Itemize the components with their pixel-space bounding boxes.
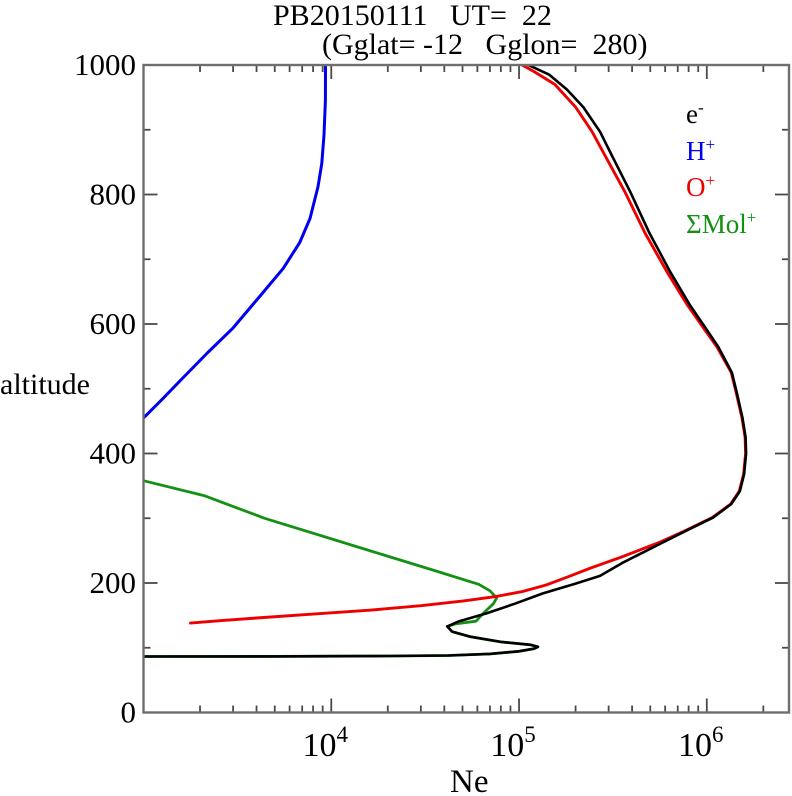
legend-item-molplus: ΣMol+ bbox=[686, 207, 757, 239]
y-tick-label: 1000 bbox=[74, 47, 136, 82]
x-tick-label: 105 bbox=[490, 722, 536, 764]
plot-title-line2: (Gglat= -12 Gglon= 280) bbox=[322, 28, 648, 61]
legend: e- H+ O+ ΣMol+ bbox=[686, 93, 756, 239]
y-axis-title: altitude bbox=[0, 368, 90, 401]
y-tick-label: 800 bbox=[90, 177, 137, 212]
plot-frame bbox=[142, 63, 791, 714]
plot-title-line1: PB20150111 UT= 22 bbox=[273, 0, 552, 32]
curve-ΣMol+ bbox=[142, 479, 540, 658]
y-tick-label: 600 bbox=[90, 306, 137, 341]
legend-item-electron: e- bbox=[686, 98, 704, 129]
curve-e- bbox=[142, 64, 748, 658]
curve-O+ bbox=[189, 64, 748, 625]
x-tick-label: 104 bbox=[303, 722, 349, 764]
curve-H+ bbox=[142, 64, 327, 420]
y-tick-label: 0 bbox=[121, 695, 137, 730]
legend-item-oplus: O+ bbox=[686, 171, 716, 202]
x-axis-title: Ne bbox=[450, 764, 489, 796]
legend-item-hplus: H+ bbox=[686, 134, 716, 166]
y-tick-label: 200 bbox=[90, 565, 137, 600]
x-tick-label: 106 bbox=[678, 722, 724, 764]
y-tick-label: 400 bbox=[90, 436, 137, 471]
